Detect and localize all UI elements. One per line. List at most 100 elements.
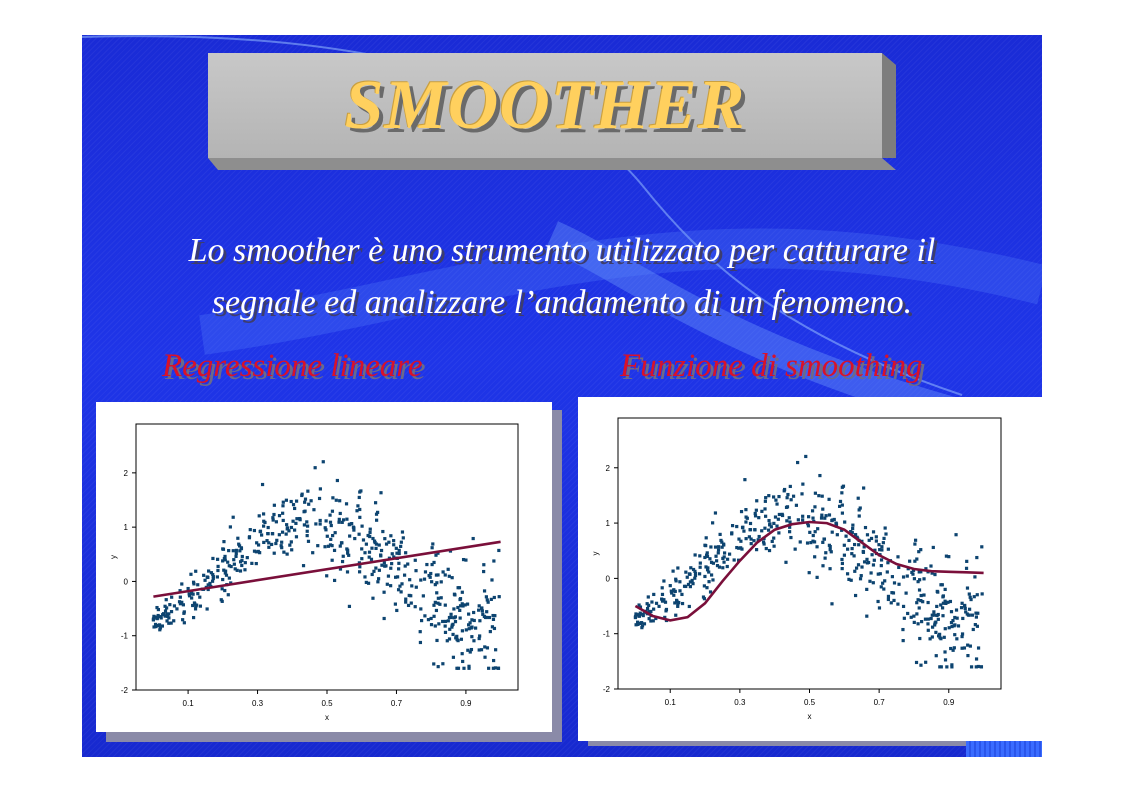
right-chart-data-point [921,600,925,604]
left-chart-data-point [493,614,497,618]
left-chart-data-point [449,612,453,616]
right-chart-data-point [929,564,933,568]
left-chart-data-point [284,498,288,502]
right-chart-data-point [865,557,869,561]
right-chart-data-point [785,496,789,500]
left-chart-data-point [492,626,497,631]
left-chart-data-point [272,551,276,555]
left-chart-data-point [376,580,380,584]
right-chart-data-point [936,612,940,617]
left-chart-data-point [301,564,306,568]
right-chart-data-point [922,577,926,581]
right-chart-data-point [660,592,665,597]
right-chart-data-point [908,559,912,563]
left-chart-data-point [256,543,261,547]
right-chart-data-point [975,555,979,560]
right-chart-plot-frame [617,417,1002,690]
right-chart-data-point [840,503,844,507]
left-chart-data-point [395,551,399,555]
right-chart-data-point [915,601,919,605]
left-chart-data-point [318,518,322,523]
right-chart-data-point [782,489,786,493]
left-chart-data-point [220,599,224,603]
left-chart-data-point [353,536,357,541]
left-chart-data-point [237,544,242,548]
right-chart-data-point [787,516,791,520]
right-chart-data-point [846,547,850,551]
left-chart-data-point [356,504,360,508]
left-chart-data-point [262,540,266,545]
right-chart-data-point [917,550,921,554]
right-chart-data-point [660,597,664,601]
right-chart-data-point [877,543,881,547]
left-chart-data-point [338,544,342,548]
right-chart-data-point [813,530,817,534]
right-chart-panel: 0.1 0.3 0.5 0.7 0.9 2 1 0 -1 -2 x y [578,397,1042,741]
intro-line-2: segnale ed analizzare l’andamento di un … [211,284,913,321]
right-chart-data-point [837,504,842,508]
left-chart-data-point [431,542,435,546]
right-chart-data-point [788,525,792,529]
left-chart-data-point [477,604,481,608]
left-chart-data-point [397,548,401,552]
left-chart-data-point [294,535,299,539]
left-chart-data-point [493,666,498,670]
left-chart-data-point [459,637,463,641]
right-chart-data-point [854,566,859,570]
left-chart-data-point [370,546,374,550]
right-chart-data-point [886,594,891,598]
left-chart-data-point [281,500,285,504]
left-chart-data-point [394,546,398,550]
left-chart-data-point [332,578,337,583]
right-chart-data-point [901,638,905,643]
left-chart-data-point [337,517,341,521]
right-chart-data-point [761,540,766,544]
right-chart-data-point [704,565,708,569]
right-chart-data-point [788,530,792,534]
right-chart-data-point [904,591,908,595]
left-chart-data-point [328,520,333,524]
left-chart-data-point [302,510,306,514]
right-chart-data-point [662,579,666,583]
left-chart-data-point [377,543,381,547]
right-chart-data-point [689,566,693,570]
left-chart-data-point [435,638,439,643]
right-chart-data-point [708,590,713,594]
left-chart-data-point [400,582,404,586]
right-chart-data-point [973,575,977,579]
left-chart-data-point [487,615,492,620]
right-chart-data-point [651,619,655,623]
right-chart-data-point [716,551,720,555]
left-chart-data-point [397,567,401,571]
right-chart-data-point [764,546,768,551]
left-chart-heading: Regressione lineare [162,348,423,384]
left-chart-data-point [399,544,403,548]
right-chart-data-point [955,616,959,620]
right-chart-data-point [961,616,965,621]
right-chart-data-point [732,558,736,562]
left-chart-data-point [335,478,339,483]
left-chart-data-point [472,618,476,623]
right-chart-data-point [815,575,819,579]
right-chart-data-point [775,524,779,528]
right-chart-data-point [777,494,781,499]
right-chart-y-tick-label: 2 [606,464,611,473]
left-chart-data-point [433,600,437,604]
right-chart-data-point [763,526,767,530]
left-chart-data-point [293,528,297,532]
left-chart-data-point [384,564,388,568]
left-chart-data-point [488,629,492,634]
right-chart-data-point [965,586,970,590]
left-chart-data-point [234,548,238,552]
right-chart-data-point [849,578,853,582]
left-chart-data-point [363,575,367,579]
left-chart-data-point [429,571,433,576]
right-chart-data-point [869,536,874,541]
left-chart-data-point [169,610,174,614]
left-chart-data-point [357,532,361,536]
right-chart-data-point [703,543,707,547]
left-chart-plot-frame [135,423,519,691]
left-chart-data-point [483,655,487,659]
left-chart-data-point [187,594,192,598]
left-chart-data-point [443,619,448,624]
